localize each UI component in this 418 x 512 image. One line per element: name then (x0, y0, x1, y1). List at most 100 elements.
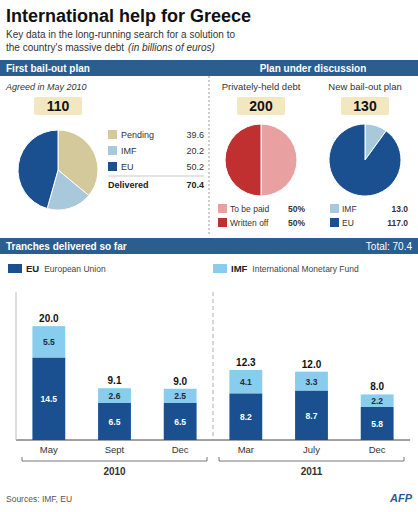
x-tick-label: July (303, 444, 320, 455)
legend-swatch (213, 264, 227, 273)
bar-segment (164, 403, 197, 440)
data-label: 5.8 (371, 419, 383, 429)
legend-swatch (218, 218, 227, 227)
section-title: Plan under discussion (260, 63, 367, 74)
pie (329, 124, 401, 196)
total-label: 12.0 (302, 359, 322, 370)
pie-slice (18, 130, 58, 209)
x-tick-label: Sept (105, 444, 125, 455)
pie-slice (261, 124, 297, 196)
legend-swatch (218, 204, 227, 213)
total-value: 200 (249, 98, 273, 114)
credit: AFP (389, 492, 413, 504)
data-label: 50% (288, 204, 305, 214)
total-box (34, 97, 82, 115)
legend-swatch (330, 218, 339, 227)
page-subtitle: Key data in the long-running search for … (6, 29, 235, 40)
legend-description: International Monetary Fund (252, 264, 359, 274)
pie-title: New bail-out plan (328, 81, 401, 92)
bar-segment (32, 326, 65, 357)
data-label: 39.6 (186, 130, 204, 140)
total-box (341, 97, 389, 115)
legend-swatch (330, 204, 339, 213)
data-label: 50.2 (186, 162, 204, 172)
bar-segment (164, 389, 197, 403)
legend-label: Written off (230, 218, 269, 228)
source-note: Sources: IMF, EU (6, 494, 72, 504)
separator (108, 176, 204, 177)
legend-label: IMF (231, 263, 248, 274)
pie-subtitle: Agreed in May 2010 (5, 82, 87, 92)
page-title: International help for Greece (6, 6, 251, 26)
annotation: Total: 70.4 (366, 241, 413, 252)
pie (225, 124, 297, 196)
legend-label: IMF (121, 146, 137, 156)
infographic: International help for Greece Key data in… (0, 0, 418, 512)
bar-segment (361, 394, 394, 407)
data-label: 13.0 (391, 204, 408, 214)
bar-segment (98, 388, 131, 403)
data-label: 14.5 (41, 394, 58, 404)
group-bracket (219, 457, 404, 461)
group-divider (213, 292, 214, 440)
data-label: 117.0 (387, 218, 408, 228)
bar-labels: 14.5 5.5 20.0 6.5 2.6 9.1 6.5 2.5 9.0 8.2 4.1 12.3 8… (39, 313, 384, 429)
data-label: 3.3 (306, 377, 318, 387)
bar-segment (361, 407, 394, 440)
total-label: 8.0 (370, 381, 384, 392)
x-tick-label: May (40, 444, 58, 455)
pie (18, 130, 98, 210)
data-label: 8.7 (306, 411, 318, 421)
bar-segment (229, 370, 262, 393)
legend-label: EU (26, 263, 39, 274)
bar-segment (295, 390, 328, 440)
legend-label: EU (342, 218, 354, 228)
total-box (237, 97, 285, 115)
legend-swatch (108, 146, 117, 155)
page-subtitle: the country's massive debt (6, 42, 124, 53)
pie-slice (225, 124, 261, 196)
section-header (0, 60, 418, 76)
background (0, 0, 418, 512)
x-tick-label: Dec (369, 444, 386, 455)
bar-segment (32, 357, 65, 440)
legend-label: IMF (342, 204, 357, 214)
total-label: 9.1 (108, 375, 122, 386)
total-value: 130 (353, 98, 377, 114)
data-label: 8.2 (240, 412, 252, 422)
x-tick-label: Dec (172, 444, 189, 455)
data-label: 4.1 (240, 377, 252, 387)
data-label: 2.5 (174, 391, 186, 401)
annotation: Delivered (108, 180, 149, 190)
y-axis-line (16, 292, 17, 440)
divider (209, 76, 210, 236)
group-label: 2011 (301, 466, 323, 477)
total-label: 20.0 (39, 313, 59, 324)
bar-segment (295, 372, 328, 391)
total-value: 110 (47, 98, 70, 114)
legend-swatch (108, 130, 117, 139)
bar-segment (98, 403, 131, 440)
data-label: 5.5 (43, 337, 55, 347)
pie-slice (329, 124, 401, 196)
data-label: 20.2 (186, 146, 204, 156)
legend-label: To be paid (230, 204, 269, 214)
group-bracket (22, 457, 207, 461)
data-label: 6.5 (109, 417, 121, 427)
total-label: 9.0 (173, 376, 187, 387)
chart-title: Tranches delivered so far (6, 241, 127, 252)
group-label: 2010 (103, 466, 126, 477)
legend-label: EU (121, 162, 134, 172)
bar-segment (229, 393, 262, 440)
x-tick-label: Mar (238, 444, 254, 455)
legend-swatch (8, 264, 22, 273)
data-label: 6.5 (174, 417, 186, 427)
total-label: 12.3 (236, 357, 256, 368)
data-label: 2.6 (109, 391, 121, 401)
legend-label: Pending (121, 130, 154, 140)
page-subtitle: (in billions of euros) (128, 42, 215, 53)
legend-description: European Union (44, 264, 106, 274)
section-title: First bail-out plan (6, 63, 90, 74)
legend-swatch (108, 162, 117, 171)
data-label: 2.2 (371, 396, 383, 406)
